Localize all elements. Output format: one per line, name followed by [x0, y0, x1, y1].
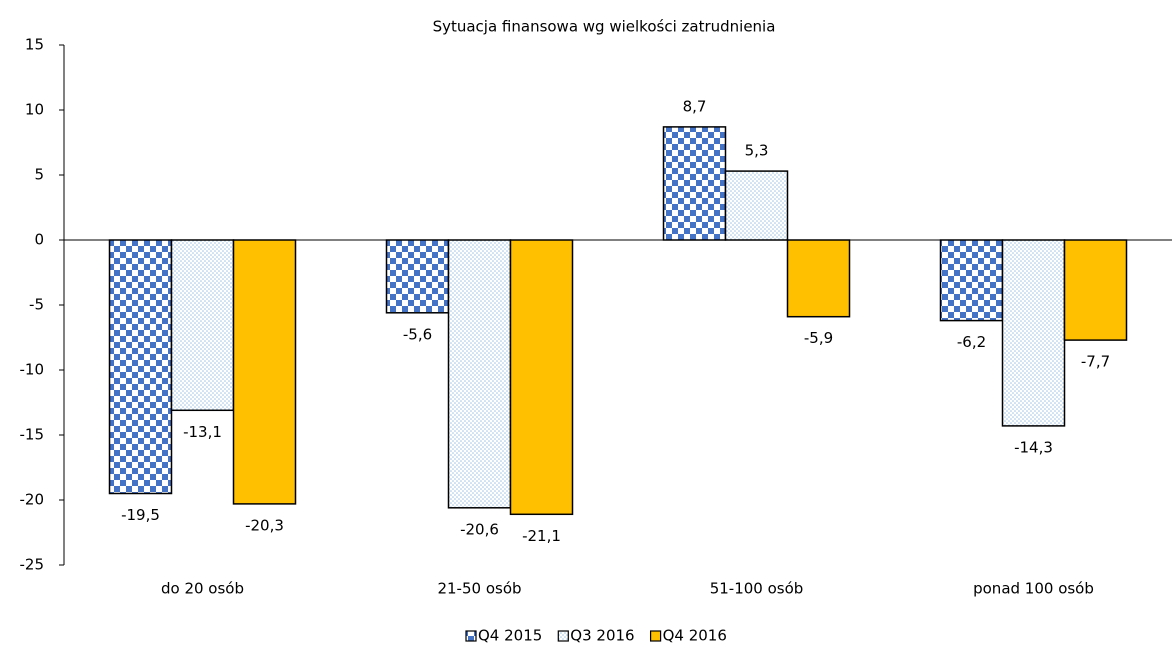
legend-swatch	[465, 630, 477, 642]
bar	[232, 239, 297, 505]
bar	[447, 239, 512, 509]
x-tick-label: 51-100 osób	[710, 580, 804, 598]
value-label: -19,5	[121, 506, 160, 524]
y-tick-label: 0	[34, 231, 44, 249]
value-label: -21,1	[522, 527, 561, 545]
y-tick-label: -5	[29, 296, 44, 314]
value-label: -14,3	[1014, 438, 1053, 456]
legend-label: Q4 2015	[478, 627, 542, 645]
bar	[1001, 239, 1066, 427]
value-label: 8,7	[683, 97, 707, 115]
y-tick-label: 10	[25, 101, 44, 119]
value-label: -6,2	[957, 333, 986, 351]
x-tick-label: 21-50 osób	[437, 580, 521, 598]
chart-title: Sytuacja finansowa wg wielkości zatrudni…	[433, 18, 776, 36]
y-tick-label: -20	[20, 491, 45, 509]
y-tick-label: -10	[20, 361, 45, 379]
y-tick-label: 5	[34, 166, 44, 184]
bar	[385, 239, 450, 314]
bar	[724, 170, 789, 241]
bar	[108, 239, 173, 495]
legend-swatch	[649, 630, 662, 642]
legend-label: Q4 2016	[663, 627, 727, 645]
bar	[509, 239, 574, 516]
value-label: -20,3	[245, 516, 284, 534]
y-tick-label: -15	[20, 426, 45, 444]
y-tick-label: -25	[20, 556, 45, 574]
bar	[662, 126, 727, 241]
value-label: -13,1	[183, 423, 222, 441]
legend-label: Q3 2016	[570, 627, 634, 645]
value-label: -5,6	[403, 325, 432, 343]
x-tick-label: do 20 osób	[161, 580, 244, 598]
bar	[1063, 239, 1128, 341]
value-label: -20,6	[460, 520, 499, 538]
bar	[939, 239, 1004, 322]
legend-swatch	[557, 630, 569, 642]
value-label: 5,3	[745, 142, 769, 160]
value-label: -7,7	[1081, 353, 1110, 371]
value-label: -5,9	[804, 329, 833, 347]
y-tick-label: 15	[25, 36, 44, 54]
bar	[786, 239, 851, 318]
x-tick-label: ponad 100 osób	[973, 580, 1094, 598]
bar	[170, 239, 235, 412]
